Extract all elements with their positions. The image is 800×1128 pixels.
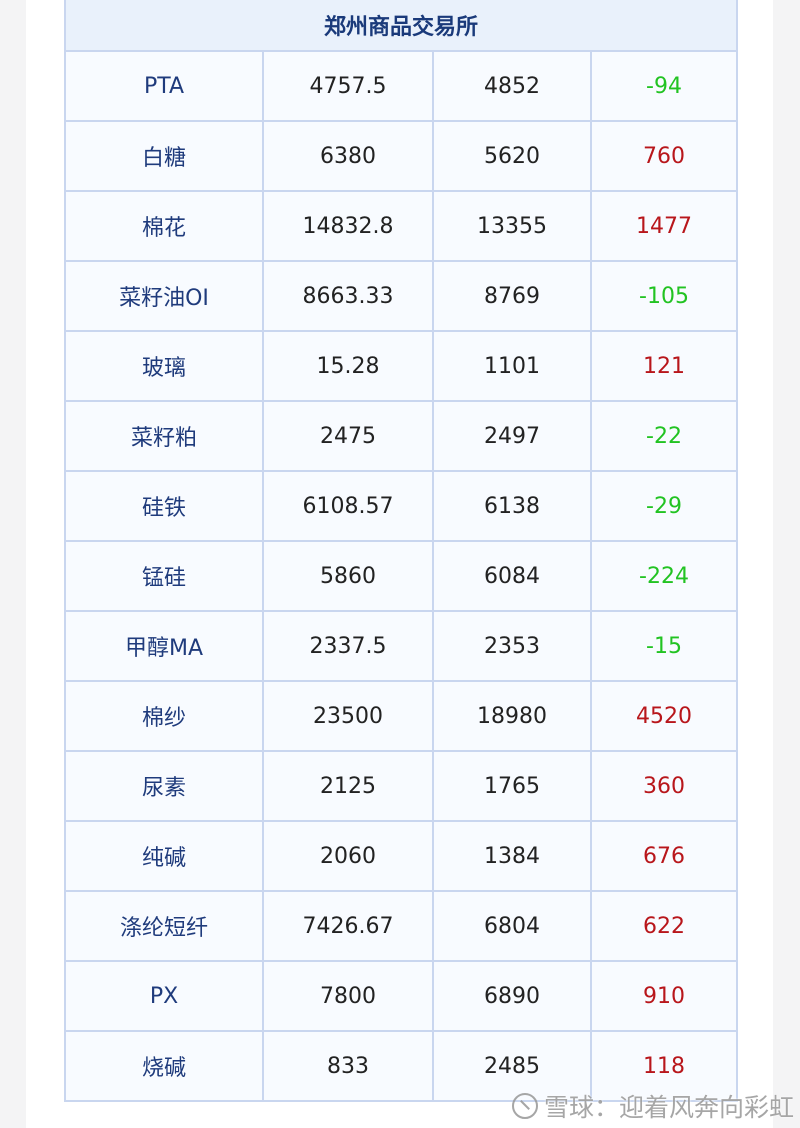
value-a: 8663.33 bbox=[262, 260, 434, 332]
table-row: 甲醇MA 2337.5 2353 -15 bbox=[64, 610, 739, 682]
value-b: 18980 bbox=[432, 680, 592, 752]
value-a: 7426.67 bbox=[262, 890, 434, 962]
value-a: 5860 bbox=[262, 540, 434, 612]
difference: 760 bbox=[589, 120, 739, 192]
table-row: 涤纶短纤 7426.67 6804 622 bbox=[64, 890, 739, 962]
table-row: 硅铁 6108.57 6138 -29 bbox=[64, 470, 739, 542]
value-b: 5620 bbox=[432, 120, 592, 192]
difference: 622 bbox=[589, 890, 739, 962]
difference: -94 bbox=[589, 50, 739, 122]
commodity-name: 硅铁 bbox=[64, 470, 264, 542]
table-row: 白糖 6380 5620 760 bbox=[64, 120, 739, 192]
difference: -29 bbox=[589, 470, 739, 542]
commodity-name: 尿素 bbox=[64, 750, 264, 822]
xueqiu-logo-icon bbox=[512, 1093, 538, 1119]
difference: 910 bbox=[589, 960, 739, 1032]
price-table: 郑州商品交易所 PTA 4757.5 4852 -94 白糖 6380 5620 760 棉花 1… bbox=[63, 0, 739, 1102]
table-row: PX 7800 6890 910 bbox=[64, 960, 739, 1032]
value-b: 6138 bbox=[432, 470, 592, 542]
commodity-name: PX bbox=[64, 960, 264, 1032]
value-b: 2353 bbox=[432, 610, 592, 682]
difference: 360 bbox=[589, 750, 739, 822]
value-a: 6108.57 bbox=[262, 470, 434, 542]
difference: 4520 bbox=[589, 680, 739, 752]
difference: 676 bbox=[589, 820, 739, 892]
difference: -105 bbox=[589, 260, 739, 332]
commodity-name: 涤纶短纤 bbox=[64, 890, 264, 962]
value-b: 4852 bbox=[432, 50, 592, 122]
value-a: 4757.5 bbox=[262, 50, 434, 122]
value-a: 7800 bbox=[262, 960, 434, 1032]
value-b: 1101 bbox=[432, 330, 592, 402]
table-row: 纯碱 2060 1384 676 bbox=[64, 820, 739, 892]
value-b: 2497 bbox=[432, 400, 592, 472]
value-b: 1384 bbox=[432, 820, 592, 892]
difference: -15 bbox=[589, 610, 739, 682]
watermark-text: 雪球：迎着风奔向彩虹 bbox=[544, 1093, 795, 1122]
table-row: 锰硅 5860 6084 -224 bbox=[64, 540, 739, 612]
value-b: 13355 bbox=[432, 190, 592, 262]
table-title: 郑州商品交易所 bbox=[63, 0, 739, 52]
difference: 118 bbox=[589, 1030, 739, 1102]
table-row: 玻璃 15.28 1101 121 bbox=[64, 330, 739, 402]
value-a: 2060 bbox=[262, 820, 434, 892]
value-b: 6804 bbox=[432, 890, 592, 962]
value-a: 14832.8 bbox=[262, 190, 434, 262]
value-a: 2337.5 bbox=[262, 610, 434, 682]
table-row: 烧碱 833 2485 118 bbox=[64, 1030, 739, 1102]
commodity-name: 烧碱 bbox=[64, 1030, 264, 1102]
commodity-name: 甲醇MA bbox=[64, 610, 264, 682]
difference: -224 bbox=[589, 540, 739, 612]
value-a: 2125 bbox=[262, 750, 434, 822]
difference: -22 bbox=[589, 400, 739, 472]
table-header-row: 郑州商品交易所 bbox=[63, 0, 739, 52]
table-row: 菜籽粕 2475 2497 -22 bbox=[64, 400, 739, 472]
value-b: 6890 bbox=[432, 960, 592, 1032]
value-a: 23500 bbox=[262, 680, 434, 752]
commodity-name: 纯碱 bbox=[64, 820, 264, 892]
commodity-name: 棉花 bbox=[64, 190, 264, 262]
watermark: 雪球：迎着风奔向彩虹 bbox=[512, 1088, 794, 1124]
commodity-name: PTA bbox=[64, 50, 264, 122]
value-b: 8769 bbox=[432, 260, 592, 332]
table-row: PTA 4757.5 4852 -94 bbox=[64, 50, 739, 122]
difference: 1477 bbox=[589, 190, 739, 262]
value-a: 6380 bbox=[262, 120, 434, 192]
commodity-name: 玻璃 bbox=[64, 330, 264, 402]
table-row: 尿素 2125 1765 360 bbox=[64, 750, 739, 822]
table-row: 菜籽油OI 8663.33 8769 -105 bbox=[64, 260, 739, 332]
page: 郑州商品交易所 PTA 4757.5 4852 -94 白糖 6380 5620 760 棉花 1… bbox=[26, 0, 773, 1128]
value-a: 2475 bbox=[262, 400, 434, 472]
commodity-name: 菜籽油OI bbox=[64, 260, 264, 332]
value-a: 833 bbox=[262, 1030, 434, 1102]
value-a: 15.28 bbox=[262, 330, 434, 402]
commodity-name: 棉纱 bbox=[64, 680, 264, 752]
commodity-name: 菜籽粕 bbox=[64, 400, 264, 472]
value-b: 6084 bbox=[432, 540, 592, 612]
value-b: 1765 bbox=[432, 750, 592, 822]
commodity-name: 锰硅 bbox=[64, 540, 264, 612]
difference: 121 bbox=[589, 330, 739, 402]
table-row: 棉花 14832.8 13355 1477 bbox=[64, 190, 739, 262]
table-row: 棉纱 23500 18980 4520 bbox=[64, 680, 739, 752]
commodity-name: 白糖 bbox=[64, 120, 264, 192]
